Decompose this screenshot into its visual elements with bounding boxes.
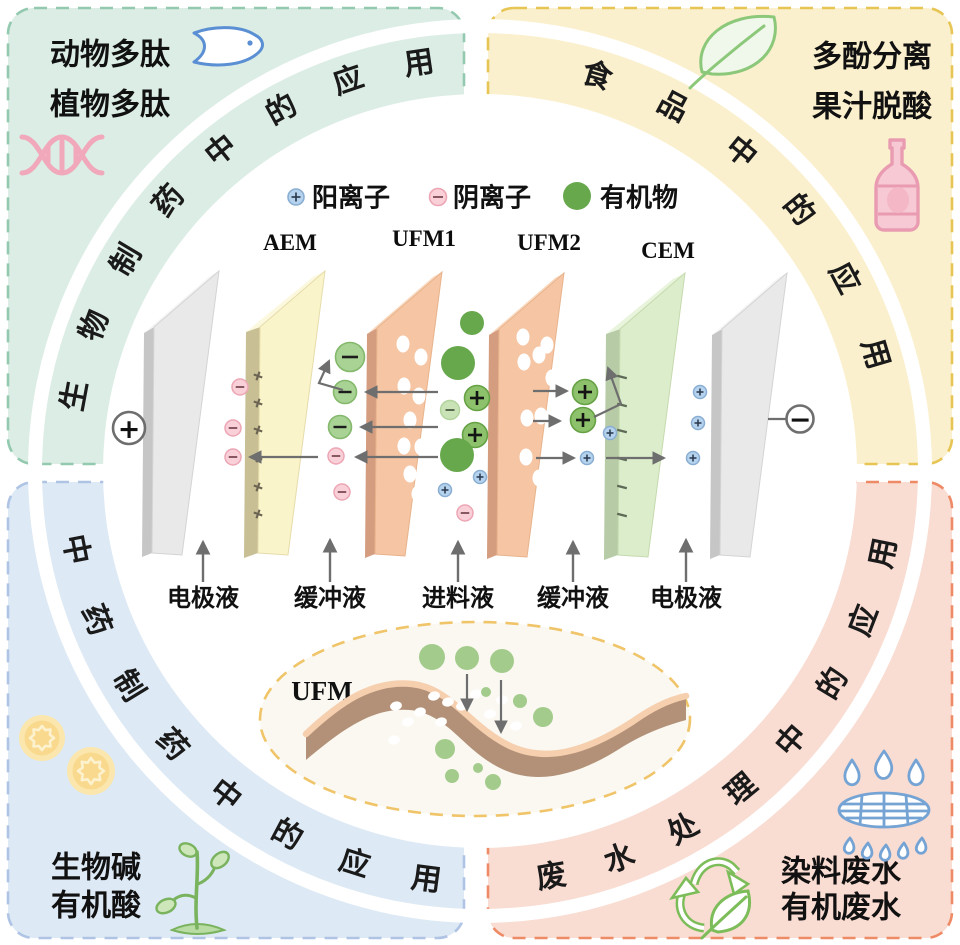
right-electrode — [710, 271, 788, 559]
anion-particle — [333, 483, 351, 501]
arc-char: 用 — [402, 45, 437, 82]
anion-particle — [327, 447, 345, 465]
organic-particle — [461, 421, 489, 449]
svg-text:−: − — [789, 405, 812, 436]
legend-cation-label: 阳离子 — [312, 183, 390, 213]
anion-particle — [224, 448, 242, 466]
feed-arrows — [195, 537, 694, 582]
arc-char: 用 — [865, 535, 903, 571]
arc-char: 中 — [57, 532, 95, 568]
organic-particle — [460, 311, 484, 335]
anion-particle — [231, 378, 249, 396]
corner-wastewater: 染料废水 有机废水 — [668, 749, 931, 940]
corner-biopharma: 动物多肽 植物多肽 — [19, 26, 264, 176]
ring-separator — [28, 19, 932, 923]
arc-char: 生 — [56, 378, 94, 414]
corner-tcm: 生物碱 有机酸 — [19, 715, 230, 935]
anode-symbol: + — [111, 410, 147, 446]
ufm2-pores — [516, 328, 559, 487]
food-line-2: 果汁脱酸 — [812, 91, 933, 124]
wastewater-line-1: 染料废水 — [781, 856, 902, 889]
ufm2-membrane — [487, 271, 565, 559]
membrane-stack: AEM UFM1 UFM2 CEM — [111, 226, 815, 612]
leaf-icon — [688, 14, 777, 90]
label-buffer-left: 缓冲液 — [294, 584, 366, 612]
label-electrode-solution-left: 电极液 — [167, 584, 239, 612]
cem-membrane — [604, 271, 686, 560]
food-line-1: 多酚分离 — [812, 41, 932, 74]
organic-particle — [439, 399, 461, 421]
cation-particle — [437, 482, 453, 498]
ufm-ribbon-edge — [302, 680, 690, 758]
cation-particle — [472, 469, 488, 485]
cation-particle — [579, 450, 595, 466]
cation-particle — [602, 425, 618, 441]
legend-organic-label: 有机物 — [600, 184, 678, 213]
cation-particle — [690, 415, 706, 431]
organic-particle — [441, 346, 475, 380]
ufm1-pores — [396, 335, 428, 503]
organic-particle — [569, 406, 597, 434]
label-feed: 进料液 — [422, 584, 494, 612]
water-filter-icon — [837, 749, 931, 862]
organic-particle — [334, 341, 366, 373]
recycle-icon — [668, 857, 751, 940]
bottle-icon — [874, 138, 920, 232]
arc-char: 废 — [534, 858, 569, 896]
anion-particle — [456, 504, 474, 522]
ion-particles — [224, 311, 708, 522]
ufm-inset-arrows — [460, 674, 508, 735]
organic-particle — [332, 379, 358, 405]
tcm-line-2: 有机酸 — [51, 890, 142, 923]
biopharma-line-1: 动物多肽 — [50, 39, 171, 72]
organic-particle — [327, 414, 353, 440]
tcm-line-1: 生物碱 — [51, 852, 141, 885]
ufm-inset: UFM — [258, 620, 692, 818]
arc-char: 用 — [409, 861, 443, 898]
left-electrode — [142, 269, 220, 557]
transport-arrows — [247, 359, 667, 465]
svg-text:+: + — [118, 414, 141, 445]
corner-food: 多酚分离 果汁脱酸 — [688, 14, 933, 232]
anion-icon — [428, 187, 448, 207]
organic-icon — [563, 182, 591, 210]
legend: 阳离子 阴离子 有机物 — [287, 182, 678, 213]
biopharma-line-2: 植物多肽 — [50, 89, 171, 122]
label-cem: CEM — [641, 238, 695, 263]
legend-anion-label: 阴离子 — [453, 183, 531, 213]
pills-icon — [19, 715, 115, 795]
ufm-inset-organics — [419, 644, 553, 790]
cathode-symbol: − — [768, 404, 815, 436]
sprout-icon — [155, 842, 230, 935]
cation-particle — [692, 384, 708, 400]
label-electrode-solution-right: 电极液 — [650, 584, 722, 612]
wastewater-line-2: 有机废水 — [781, 892, 902, 925]
cation-icon — [287, 188, 305, 206]
fish-icon — [192, 26, 264, 67]
cation-particle — [685, 450, 701, 466]
label-aem: AEM — [263, 230, 317, 255]
organic-particle — [571, 378, 599, 406]
organic-particle — [463, 384, 491, 412]
label-ufm1: UFM1 — [392, 226, 456, 251]
organic-particle — [440, 438, 474, 472]
label-ufm2: UFM2 — [517, 230, 581, 255]
anion-particle — [224, 419, 242, 437]
label-buffer-right: 缓冲液 — [537, 584, 609, 612]
dna-icon — [19, 134, 105, 176]
